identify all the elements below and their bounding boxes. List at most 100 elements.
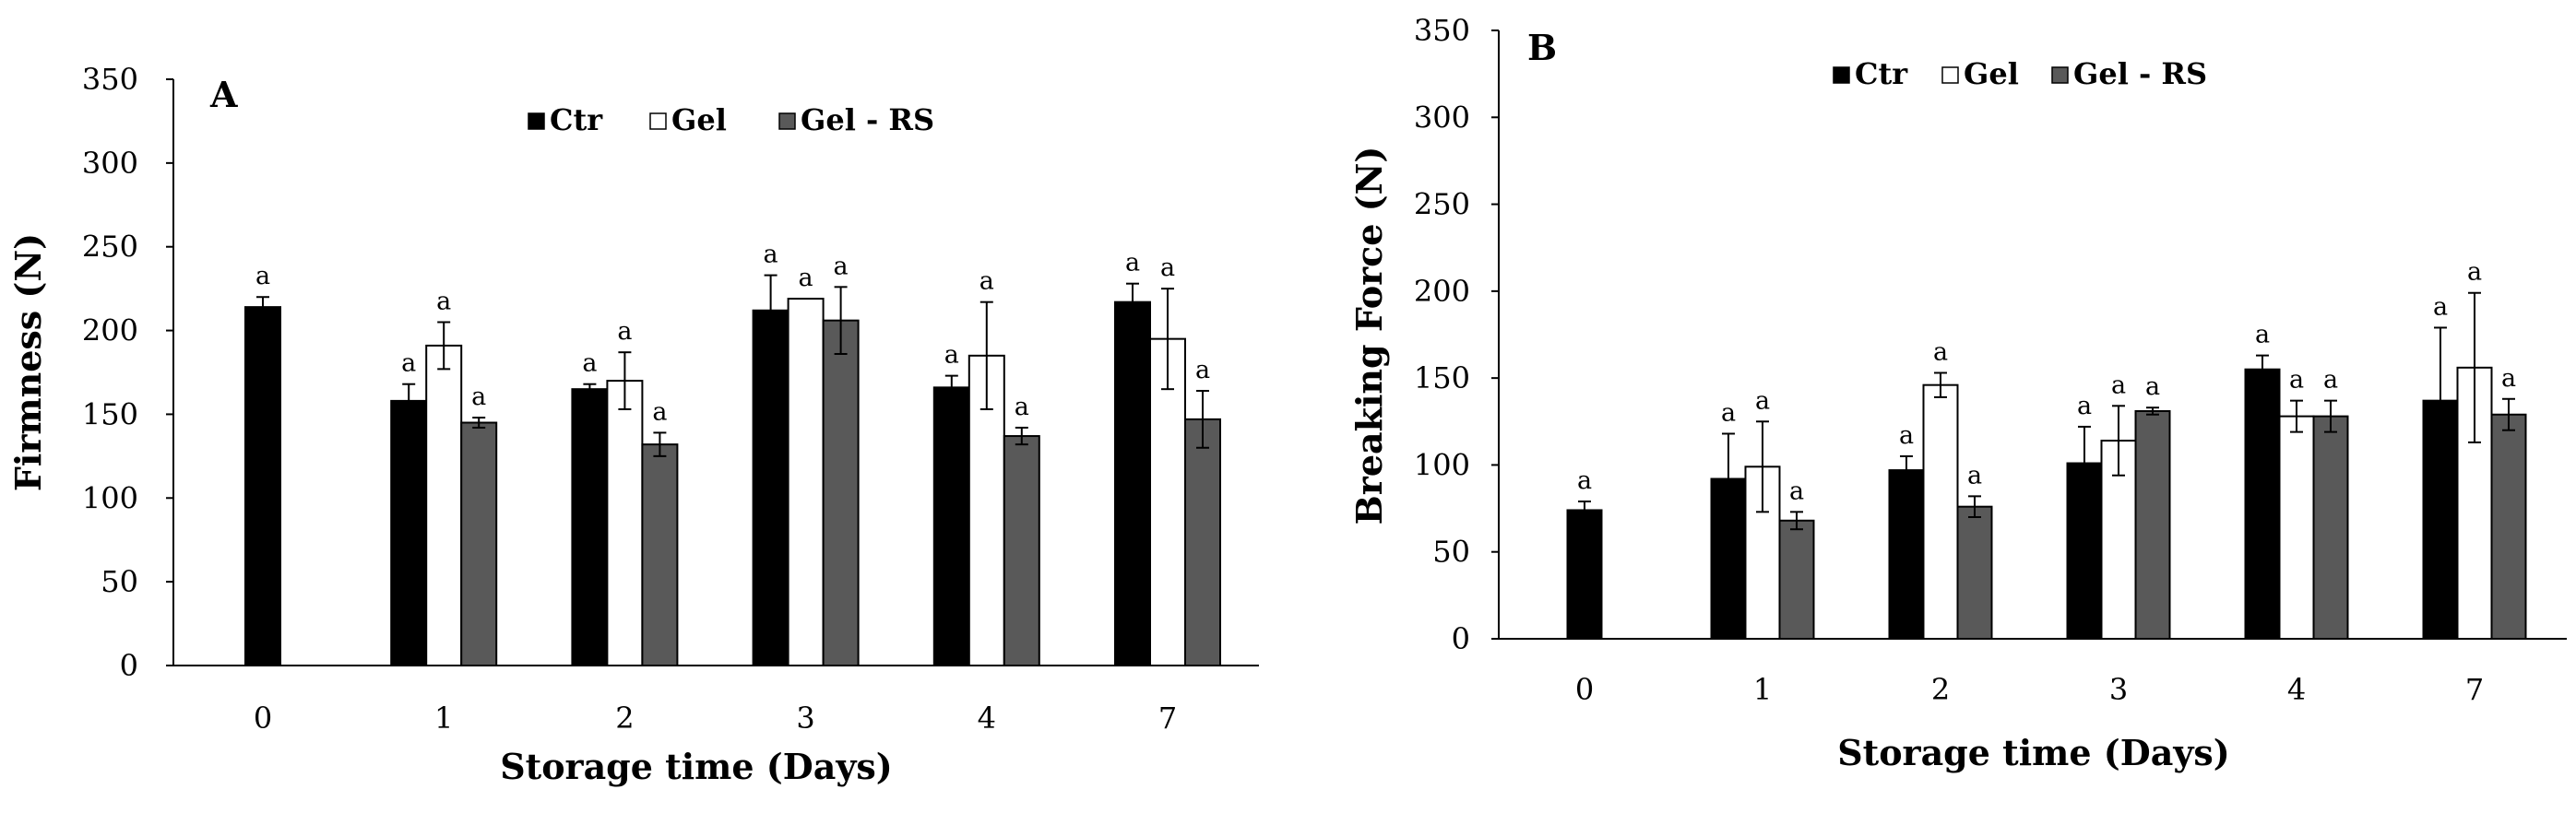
significance-label-b: a [1789,477,1804,505]
legend-swatch-a-gelrs [778,112,796,130]
significance-label-a: a [255,262,270,290]
legend-b: Ctr Gel Gel - RS [1833,56,2207,91]
y-axis-label-b: Breaking Force (N) [1348,147,1390,525]
bar-a-ctr-4 [932,386,970,666]
bar-b-ctr-4 [2244,368,2281,640]
significance-label-a: a [834,252,849,280]
bar-a-gelrs-2 [641,443,679,666]
bar-a-gelrs-4 [1003,435,1040,666]
bar-a-gelrs-7 [1184,418,1221,666]
y-tick-label-b: 250 [1414,187,1470,222]
chart-a: A Firmness (N) Storage time (Days) Ctr G… [7,62,1259,787]
significance-label-b: a [1967,461,1982,489]
significance-label-a: a [1015,393,1029,421]
y-tick-label-b: 0 [1452,621,1470,656]
y-tick-label-a: 350 [82,62,138,97]
bar-b-gelrs-3 [2134,409,2171,640]
bar-a-ctr-2 [571,388,609,666]
legend-swatch-b-gelrs [2051,66,2069,84]
bar-a-ctr-3 [752,309,789,666]
y-tick-label-a: 100 [82,480,138,515]
bar-b-gelrs-4 [2312,415,2349,640]
bar-b-gelrs-2 [1956,505,1993,641]
legend-swatch-a-ctr [528,112,545,130]
significance-label-b: a [2289,366,2304,395]
legend-swatch-b-gel [1941,66,1959,84]
bar-a-gelrs-1 [460,421,498,666]
significance-label-a: a [944,341,959,370]
x-tick-label-b: 0 [1575,672,1594,707]
legend-label-a-gel: Gel [671,102,727,137]
x-tick-label-b: 2 [1931,672,1950,707]
x-tick-label-b: 3 [2109,672,2128,707]
x-tick-label-a: 4 [978,701,996,736]
significance-label-b: a [2467,258,2482,287]
significance-label-b: a [1933,337,1948,366]
chart-b: B Breaking Force (N) Storage time (Days)… [1348,13,2567,773]
significance-label-a: a [764,241,778,269]
y-tick-label-b: 200 [1414,274,1470,309]
significance-label-b: a [2255,321,2270,349]
y-tick-label-b: 50 [1432,535,1470,570]
bar-a-gel-1 [425,344,463,666]
significance-label-a: a [471,383,486,411]
bar-b-gelrs-1 [1778,519,1815,640]
bar-b-ctr-2 [1888,469,1925,641]
significance-label-b: a [2111,371,2126,399]
y-tick-label-b: 300 [1414,100,1470,135]
significance-label-b: a [2501,364,2516,393]
bar-b-ctr-0 [1566,509,1603,641]
x-tick-label-b: 4 [2287,672,2306,707]
legend-swatch-a-gel [649,112,667,130]
x-tick-label-a: 3 [796,701,814,736]
y-tick-label-a: 300 [82,146,138,181]
y-tick-label-a: 150 [82,396,138,431]
significance-label-a: a [436,287,451,315]
y-tick-label-a: 250 [82,230,138,265]
significance-label-b: a [1721,398,1736,427]
x-tick-label-a: 2 [615,701,634,736]
bar-b-gel-2 [1922,383,1959,640]
x-tick-label-a: 7 [1158,701,1177,736]
bar-b-gel-4 [2278,415,2315,640]
significance-label-a: a [799,264,813,292]
y-axis-label-a: Firmness (N) [7,233,49,491]
significance-label-b: a [1899,421,1914,450]
bar-b-gelrs-7 [2490,413,2527,640]
bar-a-gelrs-3 [822,319,860,666]
legend-swatch-b-ctr [1833,66,1850,84]
y-tick-label-b: 350 [1414,13,1470,48]
bar-a-ctr-1 [390,399,428,666]
panel-label-a: A [209,74,238,115]
panel-label-b: B [1527,27,1557,68]
significance-label-b: a [2323,366,2338,395]
x-axis-label-a: Storage time (Days) [500,746,893,787]
significance-label-b: a [1755,386,1770,415]
y-tick-label-b: 100 [1414,447,1470,482]
x-tick-label-a: 1 [434,701,453,736]
legend-label-a-gelrs: Gel - RS [801,102,934,137]
legend-label-b-gelrs: Gel - RS [2073,56,2207,91]
legend-label-b-ctr: Ctr [1855,56,1908,91]
y-tick-label-a: 200 [82,313,138,348]
bar-a-gel-7 [1149,337,1186,666]
bar-a-ctr-0 [244,306,281,666]
significance-label-a: a [652,397,667,426]
significance-label-a: a [617,317,632,346]
legend-label-b-gel: Gel [1964,56,2019,91]
x-tick-label-b: 7 [2465,672,2484,707]
significance-label-a: a [1195,356,1210,384]
significance-label-a: a [1125,249,1140,277]
significance-label-b: a [1577,466,1592,495]
bar-a-ctr-7 [1114,300,1151,666]
x-axis-label-b: Storage time (Days) [1837,732,2230,773]
bar-a-gel-2 [606,380,644,666]
significance-label-a: a [1160,253,1175,282]
x-tick-label-b: 1 [1753,672,1772,707]
significance-label-b: a [2433,292,2448,321]
significance-label-b: a [2077,392,2092,420]
y-tick-label-b: 150 [1414,360,1470,395]
legend-a: Ctr Gel Gel - RS [528,102,934,137]
